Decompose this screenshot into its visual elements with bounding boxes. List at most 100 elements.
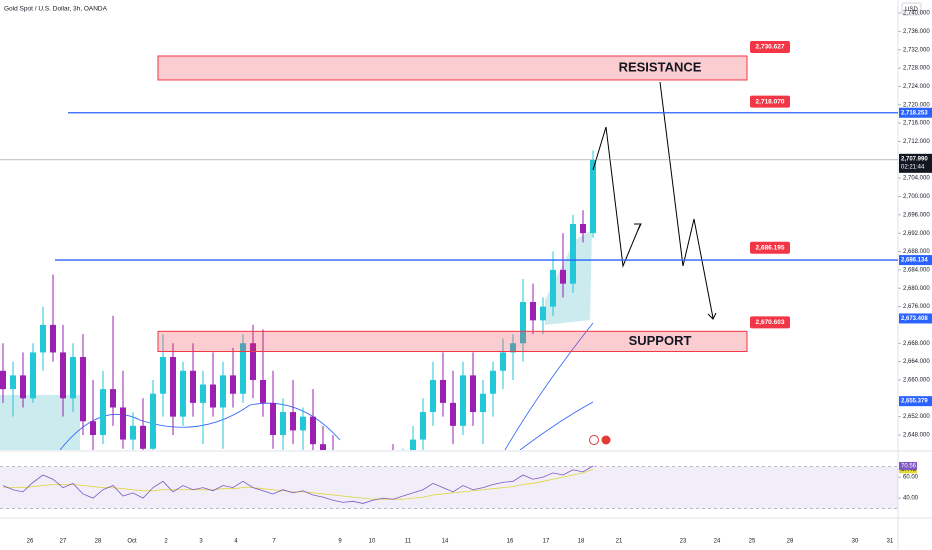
y-tick-label: 2,664.000 (903, 359, 930, 365)
x-tick-label: 18 (578, 539, 585, 545)
price-tag-label: 2,730.627 (756, 44, 785, 51)
y-tick-label: 2,696.000 (903, 212, 930, 218)
candle-body (480, 393, 486, 413)
y-tick-label: 2,692.000 (903, 231, 930, 237)
price-tag-label: 2,686.195 (756, 245, 785, 252)
candle-body (260, 379, 266, 403)
price-tag (750, 95, 790, 108)
projection-arrow (592, 126, 641, 268)
x-tick-label: 25 (749, 539, 756, 545)
rsi-tick-label: 40.00 (903, 496, 919, 502)
axis-tag (899, 107, 932, 118)
rsi-tag-label: 70.56 (901, 464, 917, 470)
candle-body (280, 412, 286, 435)
candle-body (110, 389, 116, 408)
rsi-values (2, 465, 594, 504)
y-tick-label: 2,652.000 (903, 414, 930, 420)
x-tick-label: 7 (272, 539, 276, 545)
y-tick-label: 2,700.000 (903, 194, 930, 200)
candle-body (100, 389, 106, 435)
zone-label: SUPPORT (629, 333, 692, 348)
y-tick-label: 2,736.000 (903, 29, 930, 35)
axis-tag-label: 2,718.253 (901, 110, 928, 116)
current-price-tag (899, 153, 932, 173)
currency[interactable]: USD (905, 7, 918, 13)
candle-body (250, 343, 256, 380)
x-tick-label: 4 (234, 539, 238, 545)
x-tick-label: 27 (60, 539, 67, 545)
candle-body (150, 393, 156, 449)
axis-tag-label: 2,655.379 (901, 399, 928, 405)
current-price-label: 2,707.990 (901, 156, 928, 162)
candle-body (570, 224, 576, 284)
zone (157, 55, 748, 81)
y-tick-label: 2,660.000 (903, 378, 930, 384)
candle-body (470, 375, 476, 413)
candle-body (60, 352, 66, 399)
axis-tag (899, 396, 932, 407)
candle-body (560, 269, 566, 284)
candle-body (450, 402, 456, 426)
event-icon[interactable] (589, 435, 599, 445)
y-tick-label: 2,732.000 (903, 47, 930, 53)
candle-body (130, 425, 136, 440)
price-tag (750, 316, 790, 329)
y-tick-label: 2,712.000 (903, 139, 930, 145)
y-tick-label: 2,684.000 (903, 267, 930, 273)
axis-tag (899, 313, 932, 324)
candle-body (270, 402, 276, 435)
axis-tag-label: 2,686.134 (901, 258, 928, 264)
candle-body (550, 269, 556, 307)
currency-button[interactable] (901, 2, 922, 16)
x-tick-label: Oct (127, 539, 137, 545)
candle-body (160, 357, 166, 394)
candle-body (410, 439, 416, 450)
projection-arrow (659, 81, 714, 319)
countdown: 02:21:44 (901, 164, 925, 170)
y-tick-label: 2,740.000 (903, 11, 930, 17)
candle-body (190, 370, 196, 403)
candle-body (430, 379, 436, 413)
x-tick-label: 10 (369, 539, 376, 545)
y-tick-label: 2,724.000 (903, 84, 930, 90)
x-tick-label: 28 (95, 539, 102, 545)
x-tick-label: 28 (787, 539, 794, 545)
rsi-tick-label: 60.00 (903, 475, 919, 481)
candle-body (440, 379, 446, 403)
candle-body (530, 301, 536, 321)
moving-average (519, 401, 594, 450)
candle-body (70, 357, 76, 399)
y-tick-label: 2,704.000 (903, 176, 930, 182)
y-tick-label: 2,688.000 (903, 249, 930, 255)
candle-body (310, 416, 316, 445)
x-tick-label: 17 (543, 539, 550, 545)
rsi-band-fill (0, 466, 898, 509)
band-fill (545, 230, 592, 325)
main-pane (0, 150, 596, 450)
band-fill (0, 395, 80, 450)
price-tag (750, 241, 790, 254)
candle-body (230, 375, 236, 394)
candle-body (220, 375, 226, 408)
x-tick-label: 31 (887, 539, 894, 545)
x-tick-label: 26 (27, 539, 34, 545)
x-tick-label: 3 (199, 539, 203, 545)
candle-body (80, 357, 86, 422)
event-icon[interactable] (601, 435, 611, 445)
candle-body (200, 384, 206, 403)
price-tag (750, 40, 790, 53)
candle-body (210, 384, 216, 408)
zone (157, 330, 748, 353)
y-tick-label: 2,668.000 (903, 341, 930, 347)
candle-body (50, 324, 56, 353)
x-tick-label: 9 (338, 539, 342, 545)
x-tick-label: 23 (680, 539, 687, 545)
candle-body (300, 416, 306, 431)
candle-body (0, 370, 6, 390)
candle-body (90, 421, 96, 435)
y-tick-label: 2,680.000 (903, 286, 930, 292)
x-tick-label: 21 (616, 539, 623, 545)
y-tick-label: 2,676.000 (903, 304, 930, 310)
